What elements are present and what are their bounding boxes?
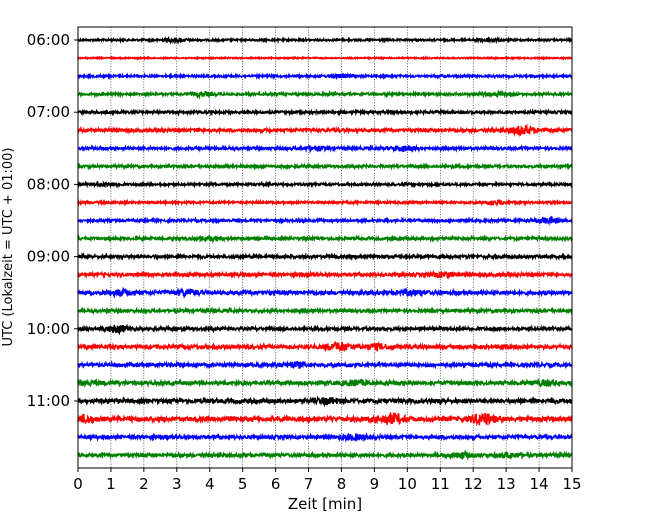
x-tick-label: 3 <box>172 475 182 493</box>
y-axis-label: UTC (Lokalzeit = UTC + 01:00) <box>1 148 16 347</box>
trace-0700 <box>77 107 573 117</box>
trace-0830 <box>77 215 573 226</box>
y-tick-label: 08:00 <box>27 175 70 193</box>
trace-0745 <box>77 162 573 171</box>
x-tick-label: 7 <box>304 475 314 493</box>
x-tick-label: 9 <box>370 475 380 493</box>
x-axis-label: Zeit [min] <box>288 495 362 513</box>
y-tick-label: 10:00 <box>27 320 70 338</box>
trace-0815 <box>77 198 573 208</box>
trace-0645 <box>77 89 573 100</box>
x-tick-label: 5 <box>238 475 248 493</box>
trace-0945 <box>77 306 573 316</box>
trace-0900 <box>77 252 573 262</box>
trace-1130 <box>77 431 573 443</box>
y-tick-label: 09:00 <box>27 248 70 266</box>
trace-0730 <box>77 143 573 154</box>
x-tick-label: 8 <box>337 475 347 493</box>
trace-1115 <box>77 412 573 427</box>
trace-0930 <box>77 286 573 299</box>
x-tick-label: 1 <box>106 475 116 493</box>
trace-0615 <box>77 55 573 61</box>
y-tick-label: 07:00 <box>27 103 70 121</box>
x-tick-label: 14 <box>530 475 549 493</box>
trace-0715 <box>77 123 573 138</box>
trace-0915 <box>77 269 573 280</box>
x-tick-label: 6 <box>271 475 281 493</box>
trace-1145 <box>77 449 573 461</box>
y-tick-label: 11:00 <box>27 392 70 410</box>
y-axis-ticks: 06:00 07:00 08:00 09:00 10:00 11:00 <box>27 31 78 410</box>
x-tick-label: 10 <box>398 475 417 493</box>
x-tick-label: 12 <box>464 475 483 493</box>
x-tick-label: 0 <box>73 475 83 493</box>
x-tick-label: 11 <box>431 475 450 493</box>
y-tick-label: 06:00 <box>27 31 70 49</box>
trace-1030 <box>77 360 573 370</box>
trace-1000 <box>77 323 573 336</box>
x-axis-ticks: 0 1 2 3 4 5 6 7 8 9 10 11 12 13 14 15 <box>73 468 582 493</box>
trace-0845 <box>77 234 573 244</box>
trace-1015 <box>77 340 573 353</box>
x-tick-label: 15 <box>562 475 581 493</box>
vertical-grid <box>110 27 540 468</box>
trace-1100 <box>77 395 573 408</box>
x-tick-label: 2 <box>139 475 149 493</box>
plot-frame <box>77 26 573 469</box>
trace-1045 <box>77 378 573 389</box>
trace-series <box>77 35 573 461</box>
trace-0630 <box>77 71 573 81</box>
x-tick-label: 13 <box>497 475 516 493</box>
trace-0600 <box>77 35 573 45</box>
trace-0800 <box>77 180 573 189</box>
x-tick-label: 4 <box>205 475 215 493</box>
